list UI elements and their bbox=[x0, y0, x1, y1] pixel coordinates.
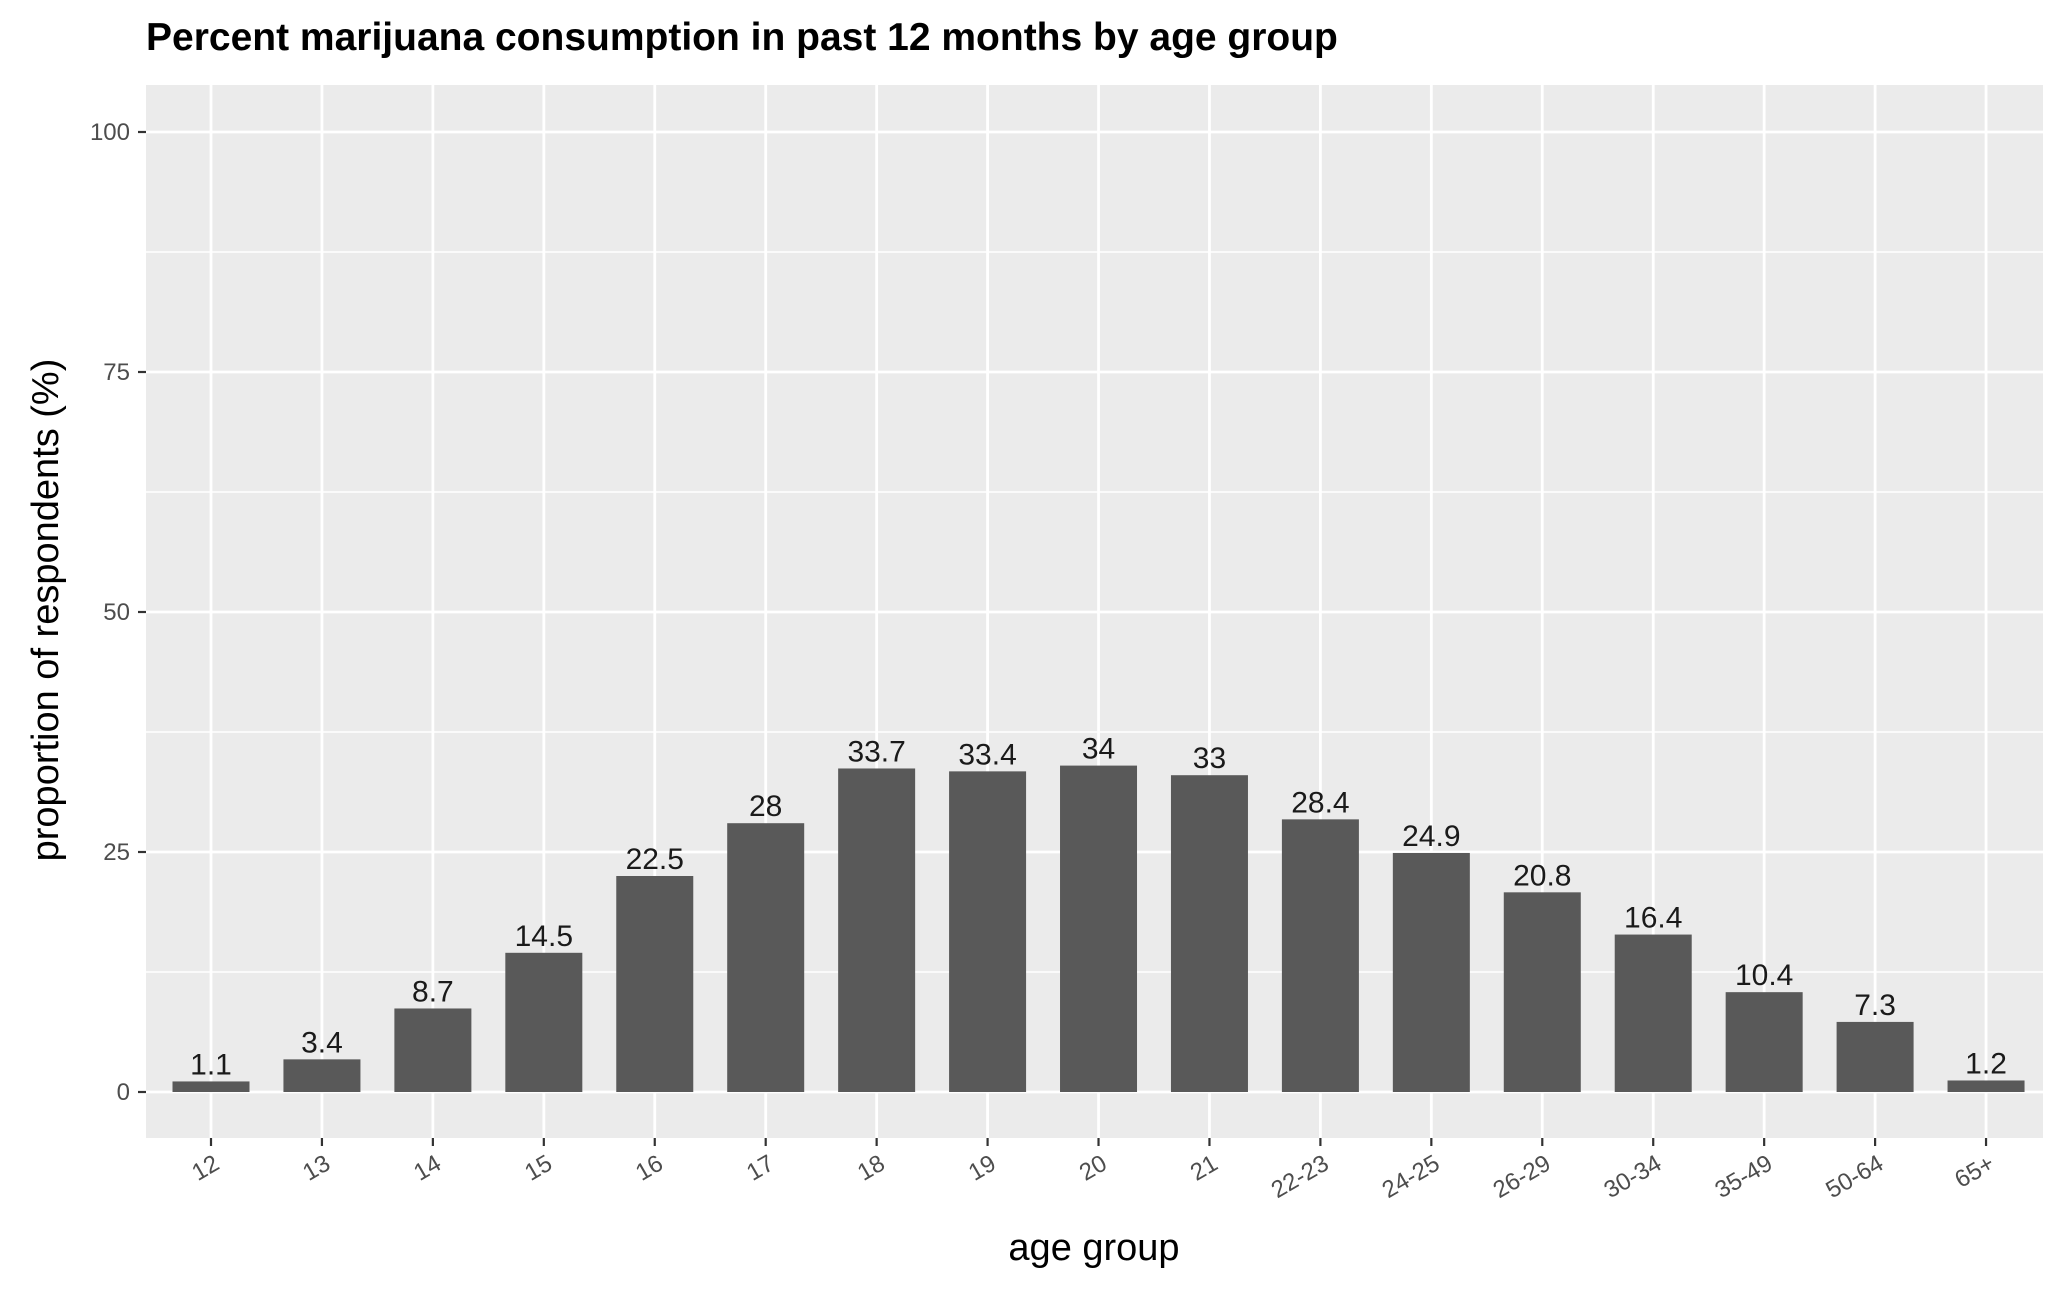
x-tick-label: 13 bbox=[298, 1150, 335, 1187]
x-tick-label: 19 bbox=[964, 1150, 1001, 1187]
data-label-17: 28 bbox=[749, 790, 782, 823]
bar-24-25 bbox=[1392, 852, 1470, 1092]
x-tick-label: 21 bbox=[1186, 1150, 1223, 1187]
bar-12 bbox=[172, 1081, 250, 1092]
bar-20 bbox=[1060, 765, 1138, 1092]
x-axis: 12 13 14 15 16 17 18 19 20 21 22-23 24-25 26-29 30-34… bbox=[187, 1138, 1999, 1204]
bar-18 bbox=[838, 768, 916, 1092]
y-axis: 0 25 50 75 100 bbox=[90, 119, 146, 1106]
data-label-26-29: 20.8 bbox=[1513, 859, 1571, 892]
x-tick-label: 24-25 bbox=[1378, 1150, 1445, 1204]
y-tick-label: 100 bbox=[90, 119, 130, 146]
bar-50-64 bbox=[1836, 1021, 1914, 1092]
bar-14 bbox=[394, 1008, 472, 1092]
data-label-35-49: 10.4 bbox=[1735, 959, 1793, 992]
data-label-15: 14.5 bbox=[515, 920, 573, 953]
bar-13 bbox=[283, 1059, 361, 1092]
data-label-22-23: 28.4 bbox=[1291, 786, 1349, 819]
x-tick-label: 30-34 bbox=[1600, 1150, 1667, 1204]
bar-35-49 bbox=[1725, 992, 1803, 1092]
bar-30-34 bbox=[1614, 934, 1692, 1092]
data-label-50-64: 7.3 bbox=[1854, 989, 1896, 1022]
data-label-21: 33 bbox=[1193, 742, 1226, 775]
x-axis-title: age group bbox=[1008, 1227, 1179, 1269]
x-tick-label: 15 bbox=[520, 1150, 557, 1187]
bar-22-23 bbox=[1281, 819, 1359, 1092]
x-tick-label: 12 bbox=[187, 1150, 224, 1187]
x-tick-label: 18 bbox=[853, 1150, 890, 1187]
bar-26-29 bbox=[1503, 892, 1581, 1092]
data-label-30-34: 16.4 bbox=[1624, 902, 1682, 935]
x-tick-label: 65+ bbox=[1950, 1150, 1999, 1194]
x-tick-label: 35-49 bbox=[1710, 1150, 1777, 1204]
y-tick-label: 50 bbox=[103, 599, 130, 626]
y-tick-label: 25 bbox=[103, 839, 130, 866]
y-tick-label: 75 bbox=[103, 359, 130, 386]
chart-title: Percent marijuana consumption in past 12… bbox=[146, 16, 1338, 59]
bar-19 bbox=[949, 771, 1027, 1092]
data-label-20: 34 bbox=[1082, 733, 1115, 766]
bar-65+ bbox=[1947, 1080, 2025, 1092]
x-tick-label: 16 bbox=[631, 1150, 668, 1187]
bar-15 bbox=[505, 952, 583, 1092]
data-label-18: 33.7 bbox=[847, 735, 905, 768]
data-labels: 1.1 3.4 8.7 14.5 22.5 28 33.7 33.4 34 33 28.4 24.9 2… bbox=[190, 733, 2007, 1082]
x-tick-label: 26-29 bbox=[1489, 1150, 1556, 1204]
bar-16 bbox=[616, 876, 694, 1092]
bars bbox=[172, 765, 2025, 1092]
y-axis-title: proportion of respondents (%) bbox=[25, 359, 67, 862]
x-tick-label: 17 bbox=[742, 1150, 779, 1187]
x-tick-label: 20 bbox=[1075, 1150, 1112, 1187]
data-label-24-25: 24.9 bbox=[1402, 820, 1460, 853]
data-label-14: 8.7 bbox=[412, 975, 454, 1008]
bar-21 bbox=[1170, 775, 1248, 1092]
data-label-12: 1.1 bbox=[190, 1048, 232, 1081]
data-label-65+: 1.2 bbox=[1965, 1047, 2007, 1080]
x-tick-label: 50-64 bbox=[1821, 1150, 1888, 1204]
bar-17 bbox=[727, 823, 805, 1092]
x-tick-label: 22-23 bbox=[1267, 1150, 1334, 1204]
data-label-16: 22.5 bbox=[626, 843, 684, 876]
y-tick-label: 0 bbox=[117, 1079, 130, 1106]
data-label-13: 3.4 bbox=[301, 1026, 343, 1059]
x-tick-label: 14 bbox=[409, 1150, 446, 1187]
data-label-19: 33.4 bbox=[958, 738, 1016, 771]
